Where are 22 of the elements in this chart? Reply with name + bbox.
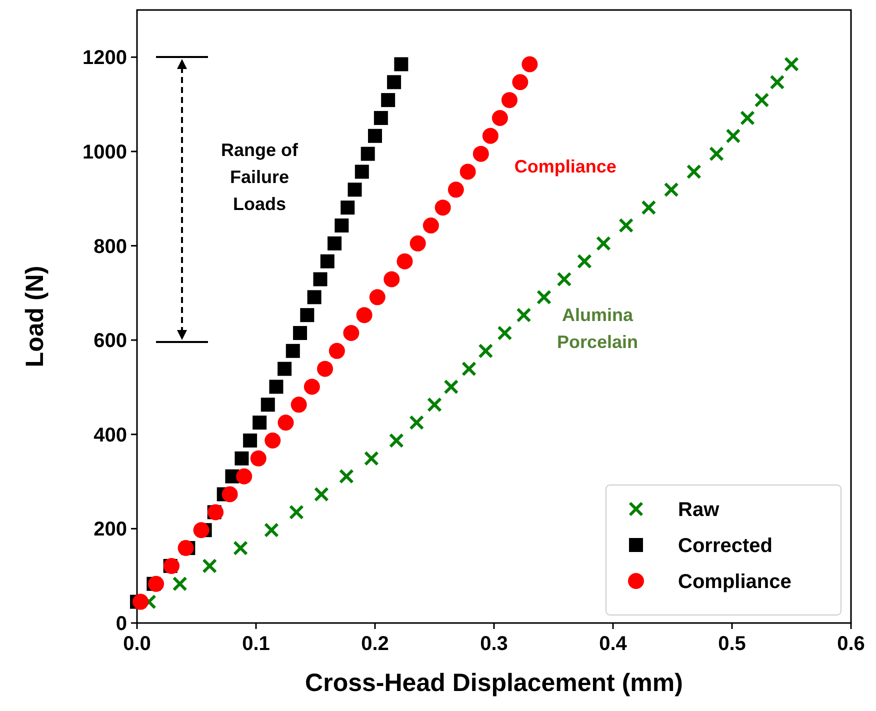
legend-label: Corrected — [678, 535, 772, 557]
x-tick-label: 0.5 — [718, 633, 746, 655]
legend-label: Compliance — [678, 571, 792, 593]
y-tick-label: 400 — [94, 424, 127, 446]
annotation: Alumina Porcelain — [557, 305, 638, 352]
x-tick-label: 0.4 — [599, 633, 628, 655]
legend-label: Raw — [678, 499, 720, 521]
y-tick-label: 1200 — [82, 47, 127, 70]
y-tick-label: 200 — [94, 518, 127, 541]
y-tick-label: 0 — [116, 613, 127, 635]
x-tick-label: 0.1 — [242, 633, 270, 655]
x-tick-label: 0.6 — [837, 633, 865, 655]
annotation: Compliance — [514, 156, 616, 177]
text: 0.0 — [123, 633, 151, 655]
y-tick-label: 600 — [94, 330, 127, 352]
x-tick-label: 0.2 — [361, 633, 389, 655]
y-tick-label: 1000 — [82, 141, 127, 164]
annotation: Range of Failure Loads — [221, 140, 300, 214]
x-tick-label: 0.3 — [480, 633, 508, 655]
y-axis-title: Load (N) — [21, 266, 49, 368]
x-axis-title: Cross-Head Displacement (mm) — [305, 669, 683, 697]
y-tick-label: 800 — [94, 236, 127, 258]
